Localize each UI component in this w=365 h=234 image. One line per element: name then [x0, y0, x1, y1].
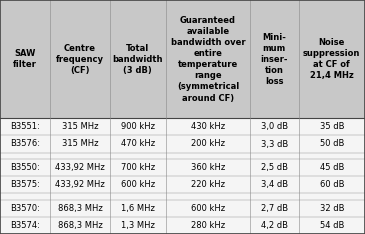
Text: 3,4 dB: 3,4 dB: [261, 180, 288, 189]
Text: 470 kHz: 470 kHz: [121, 139, 155, 149]
Text: 868,3 MHz: 868,3 MHz: [58, 221, 102, 230]
Bar: [0, 0, 365, 118]
Text: 32 dB: 32 dB: [319, 204, 344, 213]
Text: 3,3 dB: 3,3 dB: [261, 139, 288, 149]
Text: Total
bandwidth
(3 dB): Total bandwidth (3 dB): [112, 44, 163, 75]
Text: 45 dB: 45 dB: [320, 163, 344, 172]
Text: 4,2 dB: 4,2 dB: [261, 221, 288, 230]
Text: SAW
filter: SAW filter: [13, 49, 37, 69]
Text: 868,3 MHz: 868,3 MHz: [58, 204, 102, 213]
Text: B3551:: B3551:: [10, 122, 40, 132]
Text: 600 kHz: 600 kHz: [121, 180, 155, 189]
Text: 433,92 MHz: 433,92 MHz: [55, 163, 105, 172]
Text: 60 dB: 60 dB: [319, 180, 344, 189]
Text: 433,92 MHz: 433,92 MHz: [55, 180, 105, 189]
Text: 1,3 MHz: 1,3 MHz: [121, 221, 155, 230]
Text: 50 dB: 50 dB: [320, 139, 344, 149]
Text: 700 kHz: 700 kHz: [121, 163, 155, 172]
Text: 430 kHz: 430 kHz: [191, 122, 225, 132]
Text: B3575:: B3575:: [10, 180, 40, 189]
Text: 600 kHz: 600 kHz: [191, 204, 225, 213]
Text: Mini-
mum
inser-
tion
loss: Mini- mum inser- tion loss: [261, 33, 288, 86]
Text: 54 dB: 54 dB: [320, 221, 344, 230]
Text: B3574:: B3574:: [10, 221, 40, 230]
Text: 35 dB: 35 dB: [319, 122, 344, 132]
Text: Centre
frequency
(CF): Centre frequency (CF): [56, 44, 104, 75]
Text: B3576:: B3576:: [10, 139, 40, 149]
Text: 200 kHz: 200 kHz: [191, 139, 225, 149]
Text: B3570:: B3570:: [10, 204, 40, 213]
Text: 1,6 MHz: 1,6 MHz: [121, 204, 155, 213]
Text: 2,7 dB: 2,7 dB: [261, 204, 288, 213]
Text: 315 MHz: 315 MHz: [62, 122, 98, 132]
Text: 2,5 dB: 2,5 dB: [261, 163, 288, 172]
Text: 220 kHz: 220 kHz: [191, 180, 225, 189]
Text: Noise
suppression
at CF of
21,4 MHz: Noise suppression at CF of 21,4 MHz: [303, 38, 361, 80]
Text: B3550:: B3550:: [10, 163, 40, 172]
Text: 3,0 dB: 3,0 dB: [261, 122, 288, 132]
Text: 360 kHz: 360 kHz: [191, 163, 225, 172]
Text: 280 kHz: 280 kHz: [191, 221, 225, 230]
Text: Guaranteed
available
bandwidth over
entire
temperature
range
(symmetrical
around: Guaranteed available bandwidth over enti…: [171, 16, 245, 102]
Text: 315 MHz: 315 MHz: [62, 139, 98, 149]
Text: 900 kHz: 900 kHz: [121, 122, 155, 132]
